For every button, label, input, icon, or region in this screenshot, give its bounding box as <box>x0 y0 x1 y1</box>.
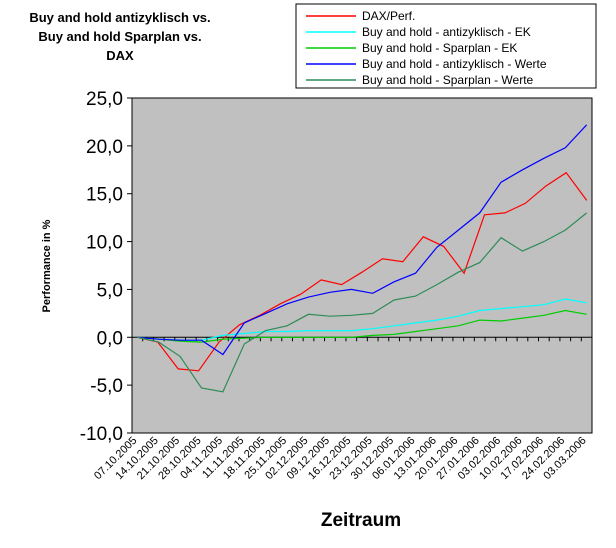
chart-title-line-1: Buy and hold antizyklisch vs. <box>29 10 210 25</box>
legend: DAX/Perf. Buy and hold - antizyklisch - E… <box>295 3 597 89</box>
y-axis: 25,0 20,0 15,0 10,0 5,0 0,0 -5,0 -10,0 <box>80 89 132 445</box>
chart-title: Buy and hold antizyklisch vs. Buy and ho… <box>29 10 210 63</box>
y-tick-label: 25,0 <box>86 89 123 110</box>
y-tick-label: 0,0 <box>97 328 123 349</box>
y-tick-label: -5,0 <box>90 376 123 397</box>
series-lines <box>137 124 588 393</box>
series-line-1 <box>137 171 588 372</box>
series-line-3 <box>137 309 587 343</box>
chart-title-line-2: Buy and hold Sparplan vs. <box>38 29 201 44</box>
y-tick-label: 10,0 <box>86 233 123 254</box>
y-tick-label: 15,0 <box>86 185 123 206</box>
legend-entry: Buy and hold - Sparplan - EK <box>362 41 517 55</box>
legend-entry: Buy and hold - antizyklisch - Werte <box>362 57 547 71</box>
series-line-2 <box>137 298 587 341</box>
y-tick-label: -10,0 <box>80 424 123 445</box>
x-axis-label: Zeitraum <box>321 510 401 531</box>
plot-area <box>131 97 593 434</box>
series-line-5 <box>137 212 588 393</box>
legend-entry: Buy and hold - antizyklisch - EK <box>362 25 531 39</box>
y-tick-label: 20,0 <box>86 137 123 158</box>
y-axis-label: Performance in % <box>41 219 53 312</box>
legend-entry: Buy and hold - Sparplan - Werte <box>362 73 534 87</box>
legend-box <box>295 3 597 89</box>
series-line-4 <box>137 124 588 356</box>
legend-entry: DAX/Perf. <box>362 9 415 23</box>
chart-title-line-3: DAX <box>106 48 134 63</box>
y-tick-label: 5,0 <box>97 280 123 301</box>
